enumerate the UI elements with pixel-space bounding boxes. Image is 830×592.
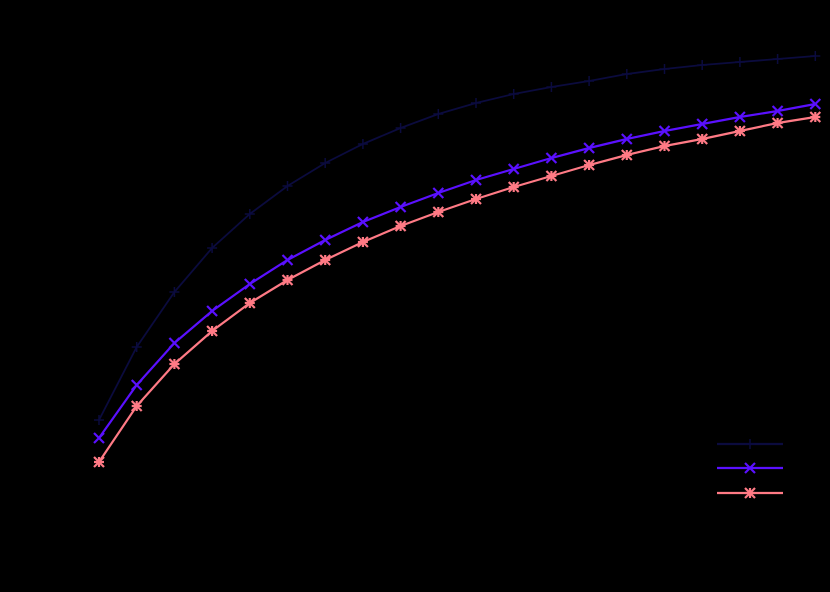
- series-plus: [94, 51, 821, 425]
- legend: [717, 439, 783, 499]
- legend-item-series-plus: [717, 439, 783, 449]
- series-x: [93, 98, 822, 444]
- series-star: [93, 111, 822, 468]
- series-layer: [93, 51, 822, 468]
- legend-item-series-x: [717, 462, 783, 474]
- legend-item-series-star: [717, 487, 783, 499]
